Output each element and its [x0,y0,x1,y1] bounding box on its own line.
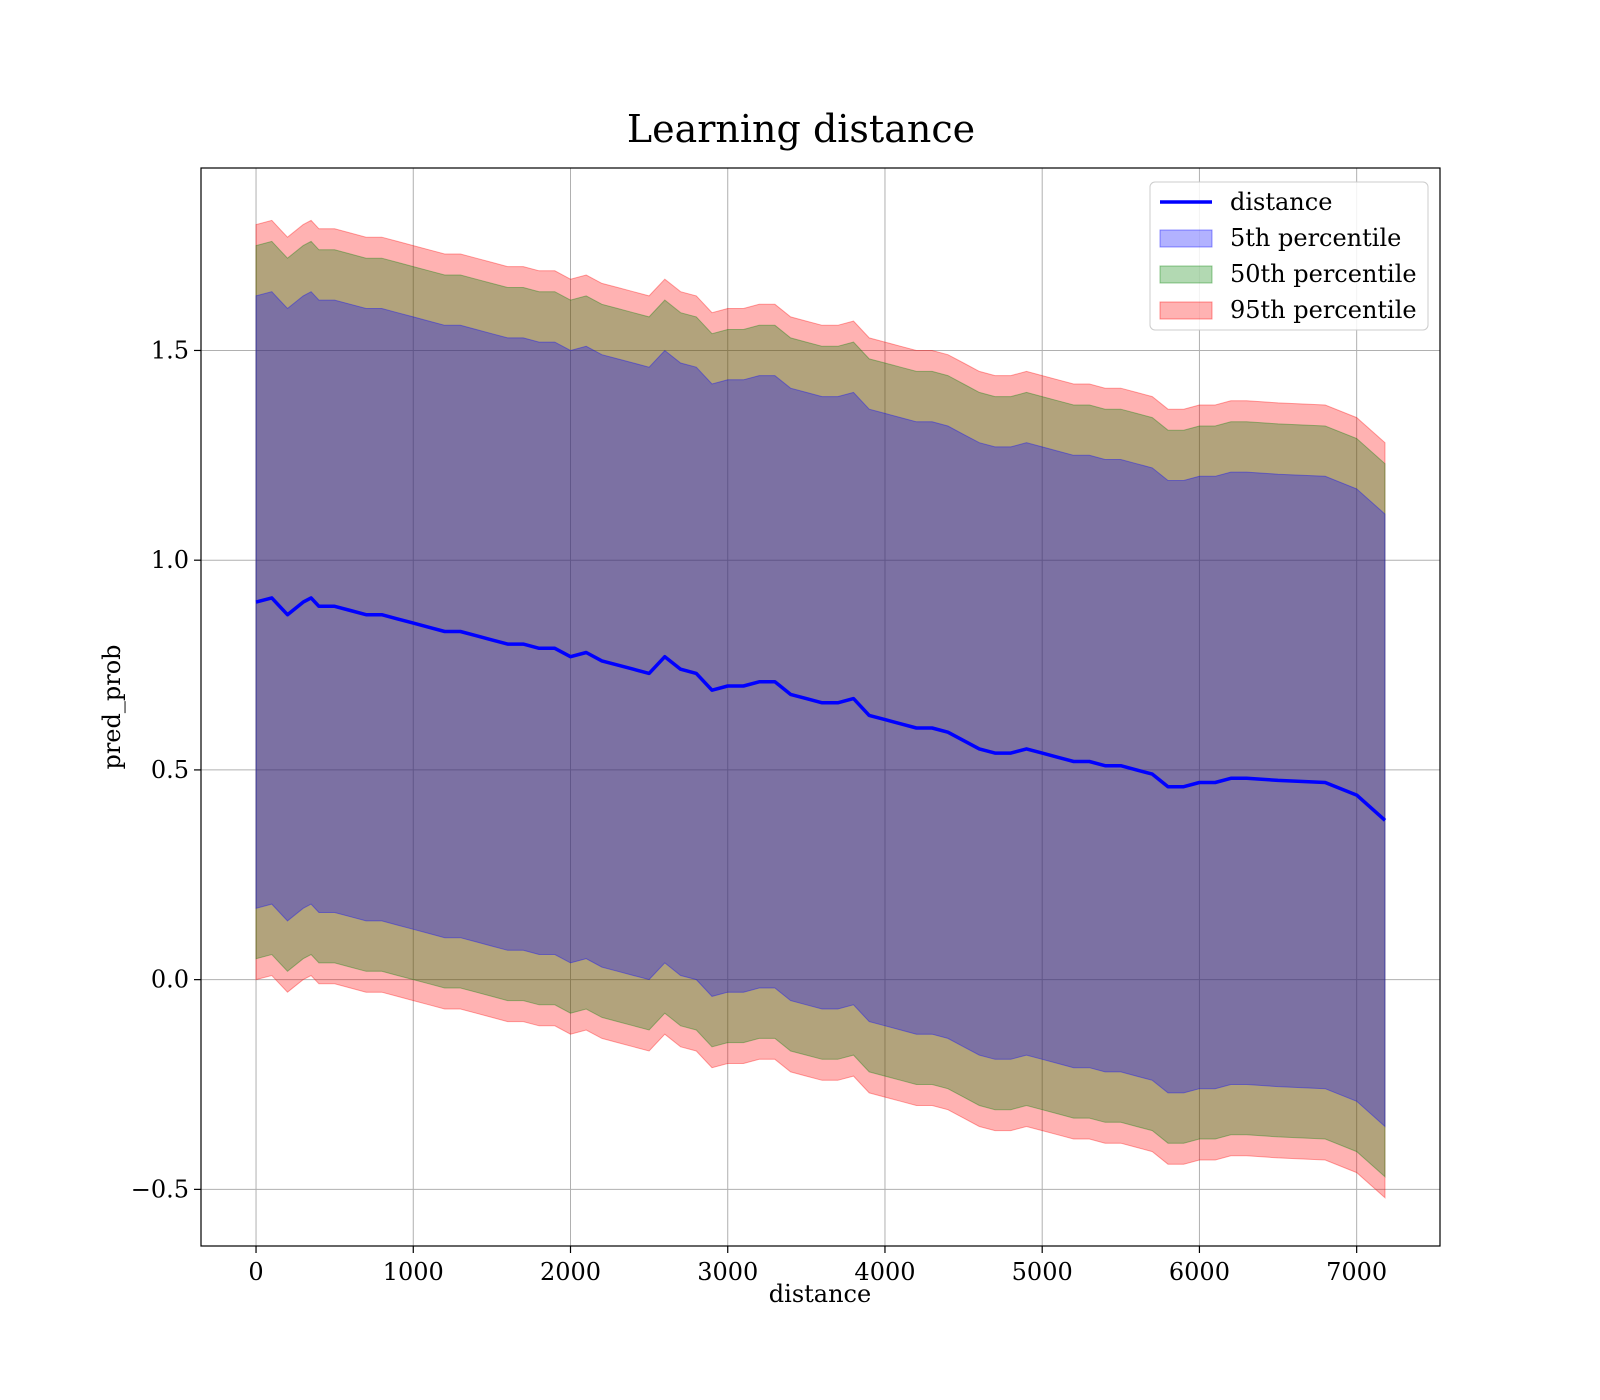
x-tick-label: 5000 [1012,1258,1073,1286]
legend-swatch [1159,229,1213,248]
y-tick-label: 1.5 [151,336,189,364]
legend: distance 5th percentile 50th percentile 95t… [1149,181,1429,331]
legend-label: distance [1230,188,1332,216]
grid [201,168,1440,1246]
band-5th-percentile [255,291,1386,1128]
chart-title: Learning distance [627,107,975,151]
plot-area [201,168,1440,1246]
x-axis-label: distance [769,1280,871,1308]
band-95th-percentile [255,219,1386,1199]
legend-swatch [1159,265,1213,284]
y-tick-label: −0.5 [131,1175,189,1203]
y-tick-label: 0.0 [151,966,189,994]
lines [255,596,1387,822]
y-tick-label: 0.5 [151,756,189,784]
band-50th-percentile [255,240,1386,1178]
legend-label: 50th percentile [1230,260,1417,288]
x-tick-label: 4000 [854,1258,915,1286]
x-tick-label: 7000 [1326,1258,1387,1286]
plot-frame [200,167,1441,1247]
x-tick-label: 3000 [697,1258,758,1286]
x-tick-label: 0 [248,1258,263,1286]
x-tick-label: 6000 [1169,1258,1230,1286]
y-axis-label: pred_prob [98,644,126,769]
x-axis-ticks: 0 1000 2000 3000 4000 5000 6000 7000 [248,1246,1387,1286]
bands [255,219,1386,1199]
legend-label: 95th percentile [1230,296,1417,324]
legend-box [1149,181,1429,331]
series-line-distance [255,596,1387,822]
y-tick-label: 1.0 [151,546,189,574]
x-tick-label: 1000 [383,1258,444,1286]
legend-label: 5th percentile [1230,224,1401,252]
y-axis-ticks: −0.5 0.0 0.5 1.0 1.5 [131,336,201,1203]
x-tick-label: 2000 [540,1258,601,1286]
legend-swatch [1159,301,1213,320]
